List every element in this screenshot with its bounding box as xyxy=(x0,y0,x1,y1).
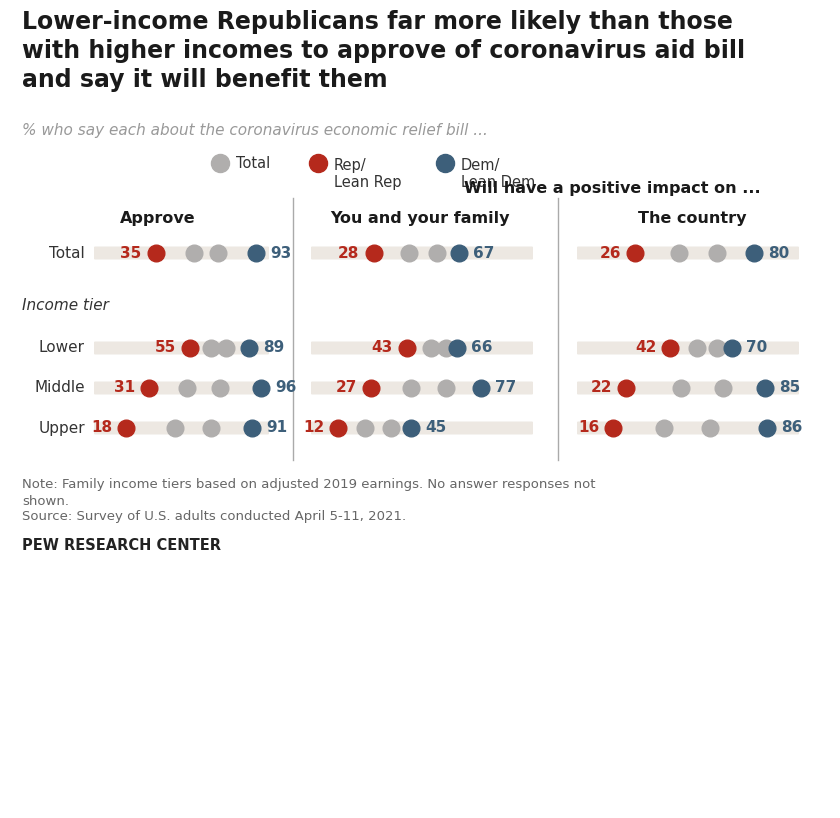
Text: 18: 18 xyxy=(91,420,113,435)
Text: 26: 26 xyxy=(600,245,622,260)
FancyBboxPatch shape xyxy=(577,341,799,354)
FancyBboxPatch shape xyxy=(94,246,269,259)
Text: 55: 55 xyxy=(155,340,176,356)
Text: Middle: Middle xyxy=(34,380,85,395)
Text: 12: 12 xyxy=(303,420,324,435)
Text: Lower: Lower xyxy=(39,340,85,356)
Text: Total: Total xyxy=(50,245,85,260)
Text: 45: 45 xyxy=(425,420,446,435)
FancyBboxPatch shape xyxy=(311,381,533,394)
Text: 93: 93 xyxy=(270,245,291,260)
Text: 89: 89 xyxy=(263,340,284,356)
Text: 80: 80 xyxy=(768,245,790,260)
Text: 16: 16 xyxy=(578,420,599,435)
Text: 27: 27 xyxy=(336,380,357,395)
Text: 28: 28 xyxy=(339,245,360,260)
Text: 42: 42 xyxy=(635,340,656,356)
Text: Income tier: Income tier xyxy=(22,298,109,312)
FancyBboxPatch shape xyxy=(311,421,533,434)
FancyBboxPatch shape xyxy=(311,341,533,354)
FancyBboxPatch shape xyxy=(311,246,533,259)
FancyBboxPatch shape xyxy=(94,341,269,354)
Text: Lower-income Republicans far more likely than those
with higher incomes to appro: Lower-income Republicans far more likely… xyxy=(22,10,745,92)
Text: 96: 96 xyxy=(275,380,297,395)
Text: 86: 86 xyxy=(781,420,802,435)
Text: Source: Survey of U.S. adults conducted April 5-11, 2021.: Source: Survey of U.S. adults conducted … xyxy=(22,510,406,523)
Text: 43: 43 xyxy=(371,340,392,356)
FancyBboxPatch shape xyxy=(94,381,269,394)
Text: You and your family: You and your family xyxy=(330,211,510,226)
FancyBboxPatch shape xyxy=(577,421,799,434)
Text: Note: Family income tiers based on adjusted 2019 earnings. No answer responses n: Note: Family income tiers based on adjus… xyxy=(22,478,596,508)
Text: 22: 22 xyxy=(591,380,612,395)
Text: Approve: Approve xyxy=(120,211,196,226)
Text: 91: 91 xyxy=(266,420,287,435)
Text: Total: Total xyxy=(236,155,270,170)
Text: Dem/
Lean Dem: Dem/ Lean Dem xyxy=(461,158,535,191)
Text: 70: 70 xyxy=(746,340,767,356)
FancyBboxPatch shape xyxy=(94,421,269,434)
FancyBboxPatch shape xyxy=(577,381,799,394)
Text: 85: 85 xyxy=(779,380,801,395)
Text: PEW RESEARCH CENTER: PEW RESEARCH CENTER xyxy=(22,538,221,553)
Text: 77: 77 xyxy=(496,380,517,395)
Text: Upper: Upper xyxy=(39,420,85,435)
Text: 67: 67 xyxy=(474,245,495,260)
Text: Rep/
Lean Rep: Rep/ Lean Rep xyxy=(334,158,402,191)
Text: Will have a positive impact on ...: Will have a positive impact on ... xyxy=(464,181,760,196)
Text: % who say each about the coronavirus economic relief bill ...: % who say each about the coronavirus eco… xyxy=(22,123,488,138)
Text: 66: 66 xyxy=(471,340,493,356)
Text: 31: 31 xyxy=(113,380,134,395)
FancyBboxPatch shape xyxy=(577,246,799,259)
Text: 35: 35 xyxy=(120,245,142,260)
Text: The country: The country xyxy=(638,211,746,226)
